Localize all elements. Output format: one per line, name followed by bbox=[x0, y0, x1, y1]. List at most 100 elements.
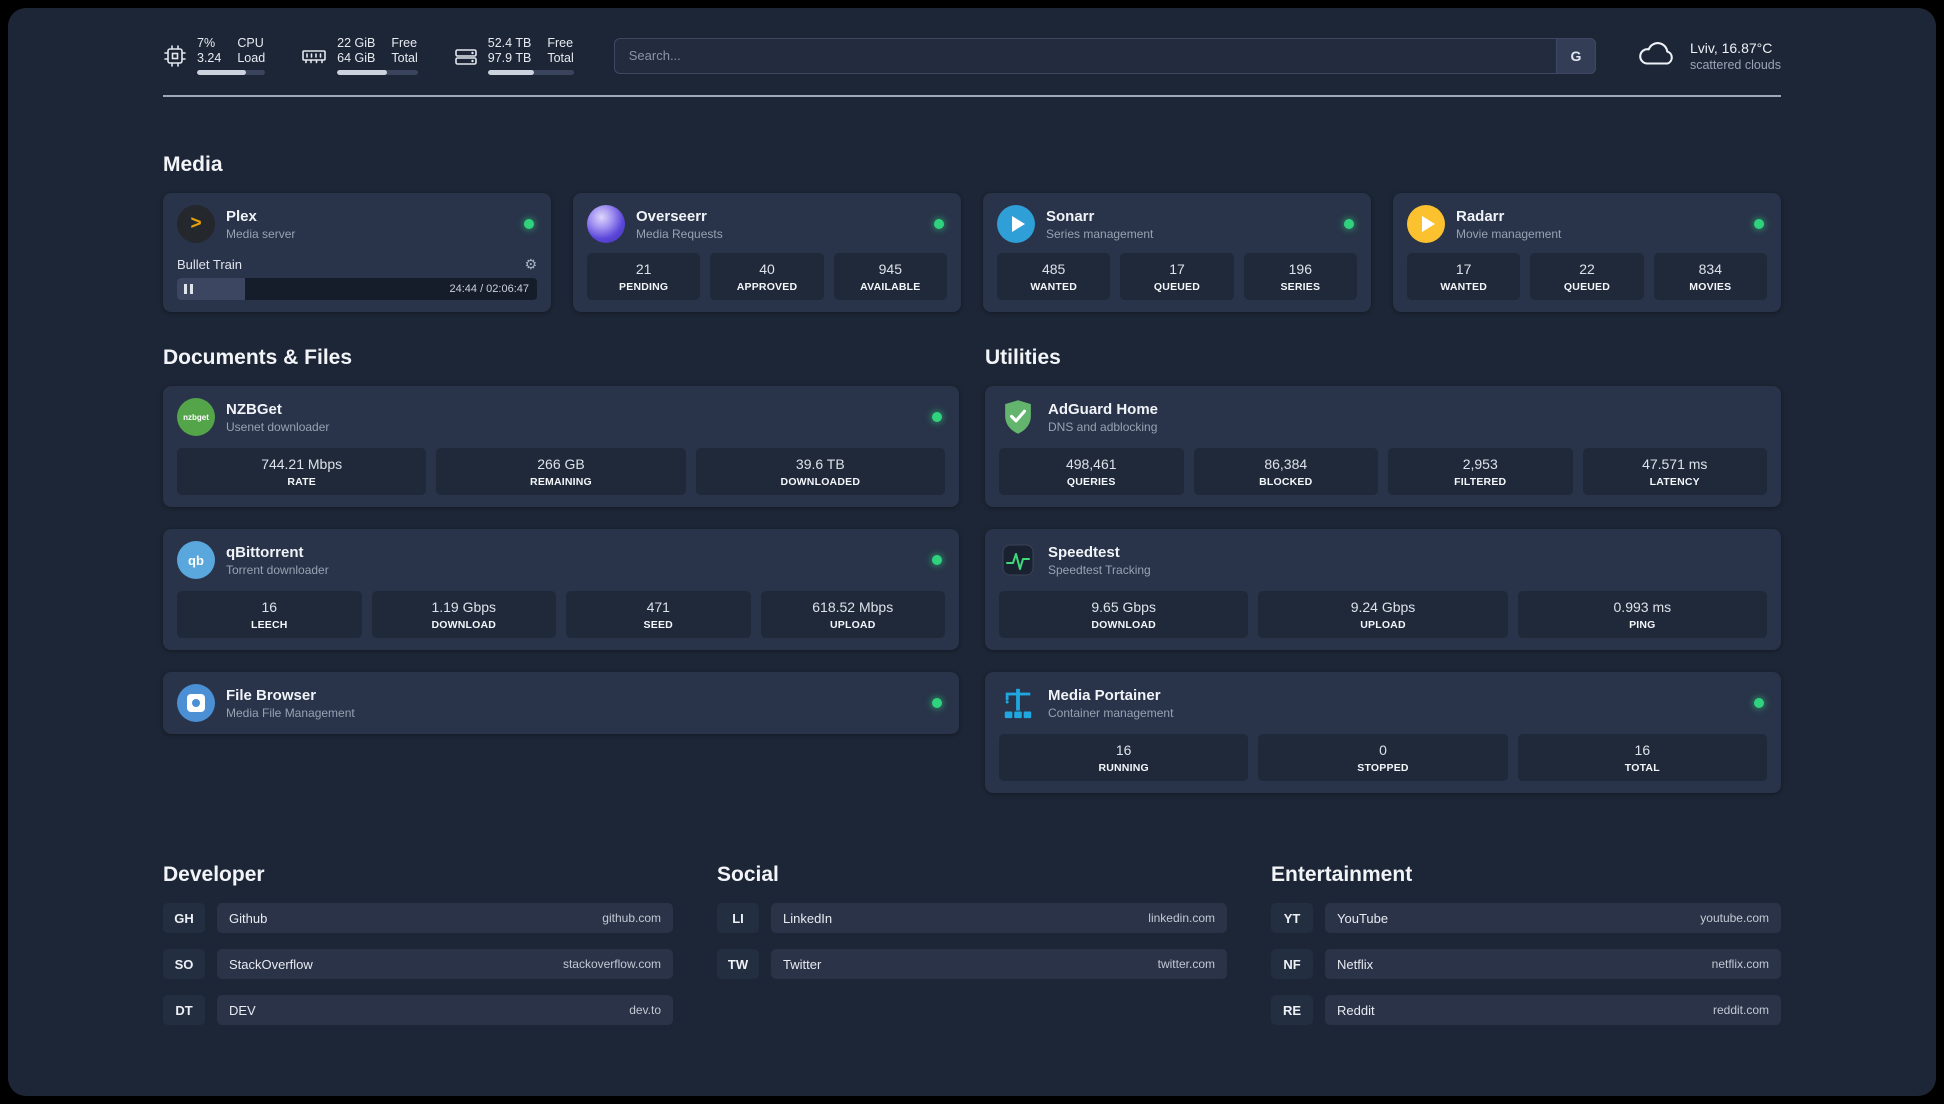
link-url: netflix.com bbox=[1711, 957, 1769, 971]
stat-value: 498,461 bbox=[1065, 456, 1117, 472]
link-name: Reddit bbox=[1337, 1002, 1375, 1018]
cpu-load-value: 3.24 bbox=[197, 51, 222, 65]
link-linkedin[interactable]: LI LinkedIn linkedin.com bbox=[717, 903, 1227, 933]
stat-label: REMAINING bbox=[530, 476, 592, 488]
link-github[interactable]: GH Github github.com bbox=[163, 903, 673, 933]
ram-free-value: 22 GiB bbox=[337, 36, 376, 50]
disk-metric: 52.4 TB Free 97.9 TB Total bbox=[454, 36, 574, 75]
link-twitter[interactable]: TW Twitter twitter.com bbox=[717, 949, 1227, 979]
stat-value: 16 bbox=[1634, 742, 1651, 758]
topbar-divider bbox=[163, 95, 1781, 97]
link-url: github.com bbox=[602, 911, 661, 925]
app-card-radarr[interactable]: Radarr Movie management 17 WANTED 22 QUE… bbox=[1393, 193, 1781, 312]
stat-tile: 2,953 FILTERED bbox=[1388, 448, 1573, 495]
ram-free-label: Free bbox=[391, 36, 418, 50]
stat-value: 1.19 Gbps bbox=[431, 599, 497, 615]
playback-progress-fill bbox=[177, 278, 246, 300]
stat-tile: 266 GB REMAINING bbox=[436, 448, 686, 495]
stat-value: 9.65 Gbps bbox=[1091, 599, 1156, 615]
playback-progress-bar[interactable]: 24:44 / 02:06:47 bbox=[177, 278, 537, 300]
link-stackoverflow[interactable]: SO StackOverflow stackoverflow.com bbox=[163, 949, 673, 979]
radarr-icon bbox=[1407, 205, 1445, 243]
link-abbr: LI bbox=[717, 903, 759, 933]
stat-value: 16 bbox=[1115, 742, 1132, 758]
stat-tile: 471 SEED bbox=[566, 591, 751, 638]
playback-time: 24:44 / 02:06:47 bbox=[449, 283, 529, 295]
app-subtitle: Media Requests bbox=[636, 226, 723, 241]
search-bar: G bbox=[613, 37, 1596, 74]
stat-value: 196 bbox=[1288, 261, 1312, 277]
stat-label: LATENCY bbox=[1649, 476, 1700, 488]
status-dot bbox=[932, 555, 942, 565]
app-card-filebrowser[interactable]: File Browser Media File Management bbox=[163, 672, 959, 734]
stat-tile: 22 QUEUED bbox=[1530, 253, 1644, 300]
section-developer: Developer GH Github github.com SO StackO… bbox=[163, 863, 673, 1041]
stat-value: 47.571 ms bbox=[1642, 456, 1708, 472]
app-name: Media Portainer bbox=[1048, 686, 1161, 704]
stat-label: DOWNLOAD bbox=[431, 619, 497, 631]
app-subtitle: Movie management bbox=[1456, 226, 1562, 241]
cpu-load-label: Load bbox=[237, 51, 266, 65]
app-card-adguard[interactable]: AdGuard Home DNS and adblocking 498,461 … bbox=[985, 386, 1781, 507]
status-dot bbox=[934, 219, 944, 229]
status-dot bbox=[1344, 219, 1354, 229]
link-bar: StackOverflow stackoverflow.com bbox=[217, 949, 673, 979]
app-subtitle: Speedtest Tracking bbox=[1048, 562, 1151, 577]
app-card-speedtest[interactable]: Speedtest Speedtest Tracking 9.65 Gbps D… bbox=[985, 529, 1781, 650]
media-card-grid: > Plex Media server Bullet Train ⚙ bbox=[163, 193, 1781, 312]
link-name: Twitter bbox=[783, 956, 822, 972]
stat-tile: 47.571 ms LATENCY bbox=[1582, 448, 1767, 495]
settings-gear-icon[interactable]: ⚙ bbox=[524, 256, 537, 273]
stat-tile: 0.993 ms PING bbox=[1517, 591, 1767, 638]
stat-tile: 86,384 BLOCKED bbox=[1193, 448, 1378, 495]
stat-label: WANTED bbox=[1030, 281, 1078, 293]
pause-icon[interactable] bbox=[184, 284, 193, 294]
play-triangle bbox=[1011, 216, 1025, 232]
app-card-overseerr[interactable]: Overseerr Media Requests 21 PENDING 40 A… bbox=[573, 193, 961, 312]
ram-total-value: 64 GiB bbox=[337, 51, 376, 65]
app-subtitle: Container management bbox=[1048, 705, 1174, 720]
stat-value: 17 bbox=[1455, 261, 1472, 277]
link-reddit[interactable]: RE Reddit reddit.com bbox=[1271, 995, 1781, 1025]
stat-label: LEECH bbox=[250, 619, 288, 631]
stat-value: 9.24 Gbps bbox=[1350, 599, 1416, 615]
link-dev[interactable]: DT DEV dev.to bbox=[163, 995, 673, 1025]
stat-tile: 40 APPROVED bbox=[710, 253, 824, 300]
app-name: AdGuard Home bbox=[1048, 400, 1159, 418]
disk-total-value: 97.9 TB bbox=[487, 51, 532, 65]
link-name: DEV bbox=[229, 1002, 256, 1018]
link-netflix[interactable]: NF Netflix netflix.com bbox=[1271, 949, 1781, 979]
cpu-progress-bar bbox=[197, 70, 266, 75]
nzbget-icon: nzbget bbox=[177, 398, 215, 436]
stat-value: 16 bbox=[261, 599, 278, 615]
stat-tile: 16 TOTAL bbox=[1517, 734, 1767, 781]
stat-label: PING bbox=[1629, 619, 1656, 631]
stat-value: 86,384 bbox=[1264, 456, 1308, 472]
weather-widget[interactable]: Lviv, 16.87°C scattered clouds bbox=[1636, 38, 1781, 73]
app-card-nzbget[interactable]: nzbget NZBGet Usenet downloader 744.21 M… bbox=[163, 386, 959, 507]
stat-value: 2,953 bbox=[1462, 456, 1498, 472]
app-card-plex[interactable]: > Plex Media server Bullet Train ⚙ bbox=[163, 193, 551, 312]
search-engine-button[interactable]: G bbox=[1555, 37, 1596, 74]
search-input[interactable] bbox=[613, 37, 1596, 74]
stat-value: 266 GB bbox=[537, 456, 585, 472]
stat-tile: 744.21 Mbps RATE bbox=[177, 448, 427, 495]
app-name: Sonarr bbox=[1046, 207, 1095, 225]
stat-value: 17 bbox=[1169, 261, 1185, 277]
app-name: Plex bbox=[226, 207, 257, 225]
dashboard-panel: 7% CPU 3.24 Load 22 GiB bbox=[8, 8, 1936, 1096]
link-youtube[interactable]: YT YouTube youtube.com bbox=[1271, 903, 1781, 933]
adguard-shield-icon bbox=[999, 398, 1037, 436]
stat-value: 40 bbox=[759, 261, 775, 277]
app-name: File Browser bbox=[226, 686, 317, 704]
weather-location: Lviv, 16.87°C bbox=[1689, 39, 1773, 56]
link-abbr: NF bbox=[1271, 949, 1313, 979]
section-title-social: Social bbox=[717, 863, 779, 886]
cpu-progress-fill bbox=[197, 70, 247, 75]
stat-label: DOWNLOAD bbox=[1091, 619, 1156, 631]
app-card-sonarr[interactable]: Sonarr Series management 485 WANTED 17 Q… bbox=[983, 193, 1371, 312]
link-name: YouTube bbox=[1337, 910, 1389, 926]
app-card-qbittorrent[interactable]: qb qBittorrent Torrent downloader 16 LEE… bbox=[163, 529, 959, 650]
app-card-portainer[interactable]: Media Portainer Container management 16 … bbox=[985, 672, 1781, 793]
link-abbr: DT bbox=[163, 995, 205, 1025]
